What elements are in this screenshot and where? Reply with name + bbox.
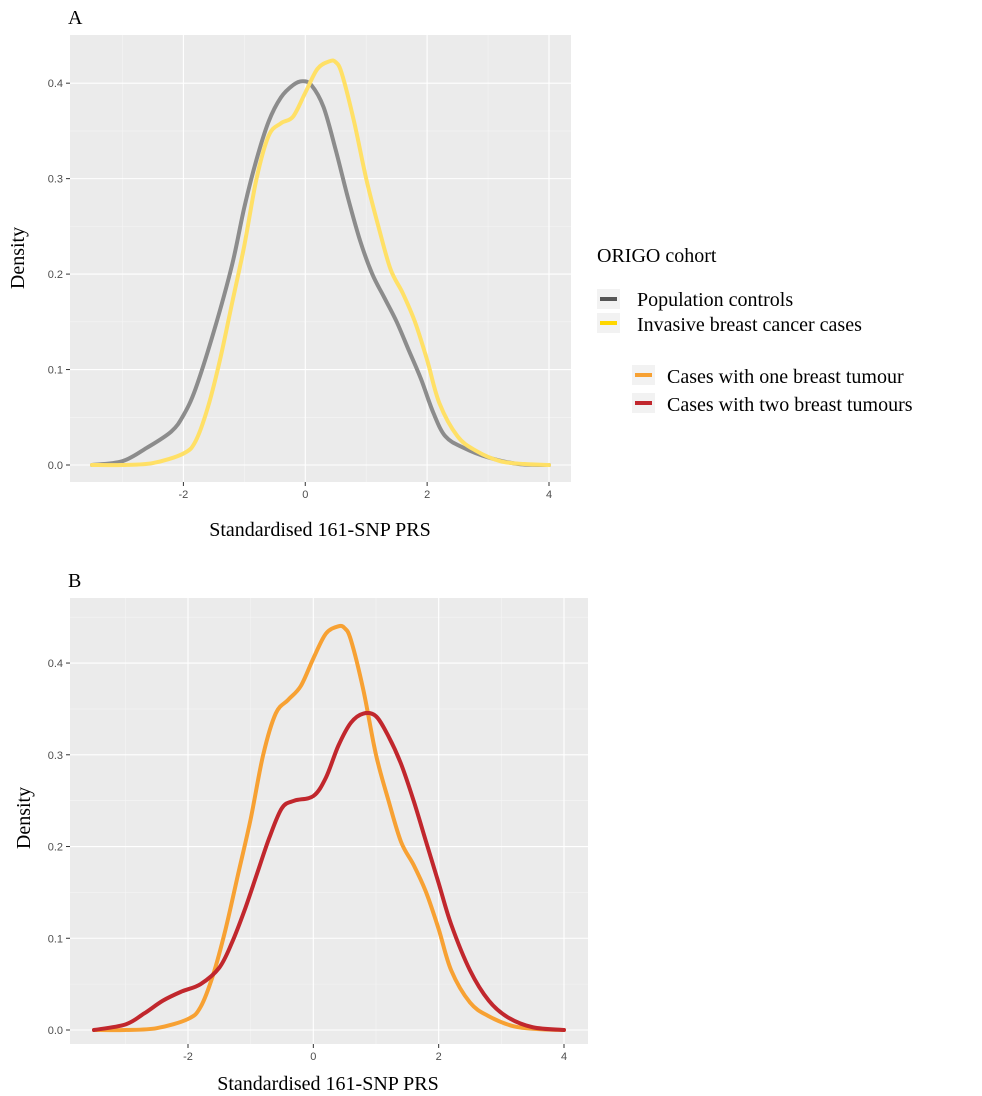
panel-b-plot-background (70, 598, 588, 1044)
x-tick-label: 0 (302, 489, 308, 501)
x-tick-label: 2 (424, 489, 430, 501)
legend-item-cases-with-one-breast-tumour: Cases with one breast tumour (632, 365, 904, 388)
x-tick-label: -2 (179, 489, 189, 501)
y-tick-label: 0.2 (48, 269, 63, 281)
legend-label-cases-with-two-breast-tumours: Cases with two breast tumours (667, 394, 913, 416)
panel-b-x-axis-title: Standardised 161-SNP PRS (217, 1073, 439, 1095)
panel-a-x-axis-title: Standardised 161-SNP PRS (209, 519, 431, 541)
panel-b-letter: B (68, 570, 81, 592)
panel-a-y-axis-title: Density (7, 227, 29, 289)
y-tick-label: 0.2 (48, 842, 63, 854)
legend-title: ORIGO cohort (597, 245, 717, 267)
panel-a-series (90, 58, 551, 468)
y-tick-label: 0.1 (48, 933, 63, 945)
panel-b-y-axis-title: Density (13, 787, 35, 849)
panel-b-series (92, 623, 566, 1033)
x-tick-label: -2 (183, 1051, 193, 1063)
y-tick-label: 0.3 (48, 750, 63, 762)
legend-label-population-controls: Population controls (637, 289, 793, 311)
panel-a: A -2 0 2 4 0.0 0.1 0.2 0.3 0.4 Density Standardi… (7, 7, 571, 541)
panel-a-ticks: -2 0 2 4 0.0 0.1 0.2 0.3 0.4 (48, 78, 552, 501)
panel-b-ticks: -2 0 2 4 0.0 0.1 0.2 0.3 0.4 (48, 658, 567, 1063)
x-tick-label: 4 (561, 1051, 567, 1063)
panel-a-gridlines (70, 35, 571, 482)
panel-b: B -2 0 2 4 0.0 0.1 0.2 0.3 0.4 Density Standardi… (13, 570, 588, 1095)
y-tick-label: 0.0 (48, 1025, 63, 1037)
y-tick-label: 0.1 (48, 365, 63, 377)
legend-item-population-controls: Population controls (597, 289, 793, 311)
x-tick-label: 2 (436, 1051, 442, 1063)
series-line-population-controls (90, 79, 551, 467)
panel-a-letter: A (68, 7, 83, 29)
y-tick-label: 0.3 (48, 174, 63, 186)
legend-item-cases-with-two-breast-tumours: Cases with two breast tumours (632, 393, 913, 416)
legend-item-invasive-breast-cancer-cases: Invasive breast cancer cases (597, 313, 862, 336)
legend-label-invasive-breast-cancer-cases: Invasive breast cancer cases (637, 314, 862, 336)
panel-a-plot-background (70, 35, 571, 482)
x-tick-label: 4 (546, 489, 552, 501)
y-tick-label: 0.4 (48, 78, 63, 90)
y-tick-label: 0.0 (48, 460, 63, 472)
legend: ORIGO cohort Population controls Invasiv… (597, 245, 913, 416)
panel-b-gridlines (70, 598, 588, 1044)
series-line-invasive-breast-cancer-cases (90, 58, 551, 468)
legend-label-cases-with-one-breast-tumour: Cases with one breast tumour (667, 366, 904, 388)
y-tick-label: 0.4 (48, 658, 63, 670)
x-tick-label: 0 (310, 1051, 316, 1063)
series-line-cases-with-two-breast-tumours (92, 710, 566, 1032)
